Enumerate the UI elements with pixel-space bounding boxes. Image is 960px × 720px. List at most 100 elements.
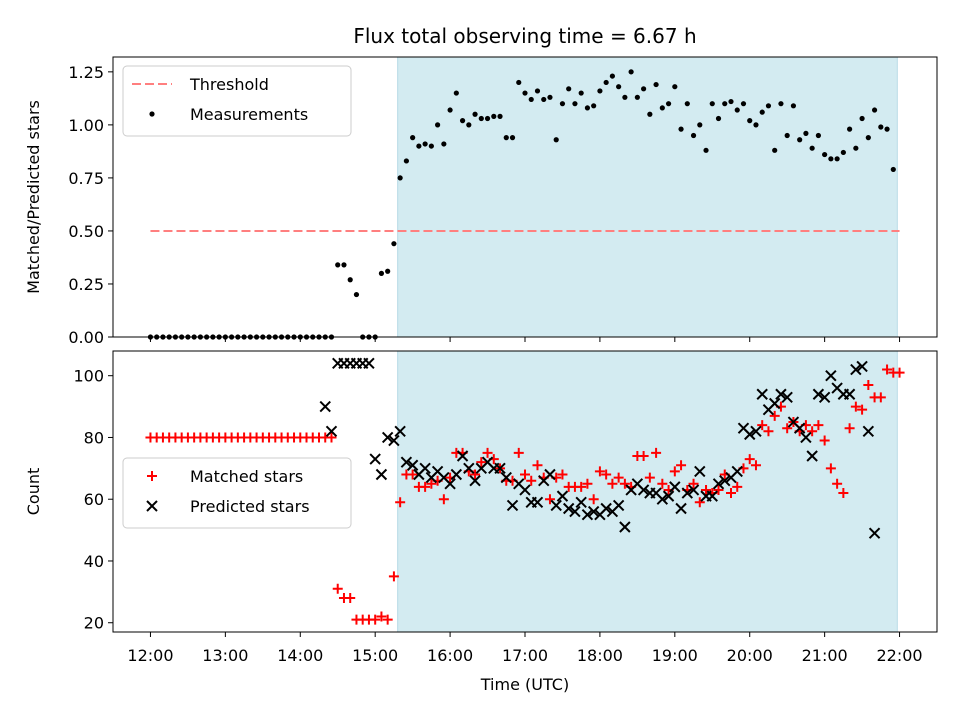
data-point xyxy=(800,431,812,444)
data-point xyxy=(753,122,759,128)
data-point xyxy=(410,135,416,141)
data-point xyxy=(472,111,478,117)
data-point xyxy=(613,472,624,483)
data-point xyxy=(353,291,360,298)
data-point xyxy=(862,425,875,437)
data-point xyxy=(701,484,712,495)
data-point xyxy=(822,151,828,158)
data-point xyxy=(890,166,896,173)
series-matched-stars xyxy=(145,364,905,625)
data-point xyxy=(688,478,699,489)
data-point xyxy=(594,466,605,477)
data-point xyxy=(744,428,756,441)
data-point xyxy=(769,410,780,421)
data-point xyxy=(319,400,331,413)
legend-label: Matched stars xyxy=(190,467,303,486)
data-point xyxy=(397,175,403,181)
data-point xyxy=(750,425,762,437)
data-point xyxy=(784,132,790,139)
data-point xyxy=(853,145,859,151)
data-point xyxy=(875,392,886,403)
data-point xyxy=(520,469,530,480)
data-point xyxy=(675,502,687,515)
data-point xyxy=(843,388,856,400)
data-point xyxy=(865,135,871,141)
data-point xyxy=(628,69,634,75)
data-point xyxy=(706,490,718,502)
data-point xyxy=(857,404,868,415)
x-tick-label: 21:00 xyxy=(802,646,848,665)
data-point xyxy=(768,397,781,410)
data-point xyxy=(544,468,556,481)
legend: Threshold Measurements xyxy=(122,65,352,137)
data-point xyxy=(726,488,736,499)
data-point xyxy=(447,107,453,113)
data-point xyxy=(878,124,884,130)
data-point xyxy=(662,490,675,502)
x-tick-label: 12:00 xyxy=(127,646,173,665)
data-point xyxy=(407,469,418,480)
data-point xyxy=(644,472,655,483)
data-point xyxy=(450,468,463,481)
data-point xyxy=(519,484,531,496)
data-point xyxy=(491,113,497,119)
data-point xyxy=(146,500,158,512)
data-point xyxy=(587,505,600,518)
data-point xyxy=(600,502,612,515)
data-point xyxy=(584,105,591,111)
data-point xyxy=(494,462,506,475)
data-point xyxy=(732,481,743,492)
y-axis-label: Count xyxy=(24,468,43,516)
data-point xyxy=(522,90,528,96)
data-point xyxy=(715,115,722,122)
data-point xyxy=(422,141,428,147)
data-point xyxy=(420,481,431,492)
data-point xyxy=(756,388,768,400)
x-tick-label: 14:00 xyxy=(277,646,323,665)
legend-label: Measurements xyxy=(190,105,308,124)
data-point xyxy=(534,88,541,94)
data-point xyxy=(426,478,437,489)
data-point xyxy=(388,571,399,582)
data-point xyxy=(797,137,803,143)
data-point xyxy=(871,107,878,113)
data-point xyxy=(709,101,715,107)
data-point xyxy=(516,79,522,86)
data-point xyxy=(763,426,774,437)
data-point xyxy=(612,499,625,512)
data-point xyxy=(678,126,684,132)
data-point xyxy=(781,391,793,404)
observing-window-shade xyxy=(397,57,898,337)
data-point xyxy=(557,469,568,480)
x-tick-label: 19:00 xyxy=(652,646,698,665)
data-point xyxy=(506,499,519,512)
data-point xyxy=(388,434,400,447)
data-point xyxy=(647,111,653,117)
data-point xyxy=(719,474,731,487)
data-point xyxy=(406,459,419,471)
data-point xyxy=(566,86,572,92)
data-point xyxy=(325,425,338,437)
data-point xyxy=(657,478,668,489)
data-point xyxy=(147,471,157,481)
data-point xyxy=(669,481,681,493)
data-point xyxy=(591,103,597,109)
data-point xyxy=(597,88,603,94)
data-point xyxy=(400,456,413,468)
data-point xyxy=(459,118,466,124)
data-point xyxy=(744,454,755,465)
data-point xyxy=(347,277,353,283)
data-point xyxy=(456,450,469,462)
data-point xyxy=(509,135,516,141)
legend-label: Threshold xyxy=(189,75,269,94)
y-tick-label: 100 xyxy=(73,367,104,386)
data-point xyxy=(641,86,647,92)
data-point xyxy=(728,98,734,105)
data-point xyxy=(500,471,512,484)
data-point xyxy=(378,270,385,276)
y-tick-label: 0.75 xyxy=(68,169,104,188)
data-point xyxy=(497,113,503,119)
panel-frame xyxy=(112,56,938,338)
data-point xyxy=(419,462,431,475)
